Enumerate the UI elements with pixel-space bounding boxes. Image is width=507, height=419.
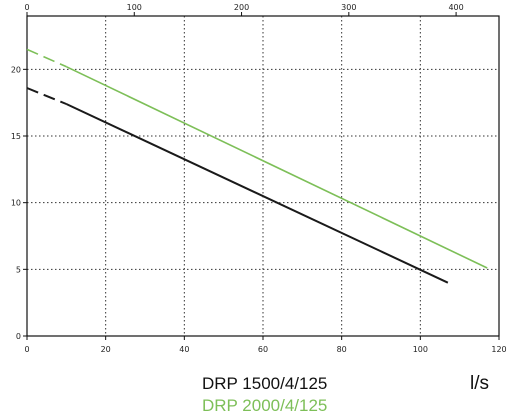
y-tick-label: 20 bbox=[11, 65, 21, 74]
y-tick-label: 10 bbox=[11, 199, 21, 208]
top-tick-label: 0 bbox=[24, 3, 29, 12]
legend-drp-1500: DRP 1500/4/125 bbox=[202, 374, 328, 393]
y-tick-label: 0 bbox=[16, 332, 21, 341]
legend-drp-2000: DRP 2000/4/125 bbox=[202, 396, 328, 415]
series-solid-drp-2000-4-125 bbox=[65, 65, 488, 269]
x-tick-label: 100 bbox=[413, 345, 428, 354]
x-unit-label: l/s bbox=[470, 373, 489, 394]
top-tick-label: 200 bbox=[234, 3, 249, 12]
grid bbox=[27, 16, 499, 336]
x-tick-label: 0 bbox=[24, 345, 29, 354]
series-solid-drp-1500-4-125 bbox=[65, 103, 449, 284]
y-tick-label: 15 bbox=[11, 132, 21, 141]
top-tick-label: 400 bbox=[448, 3, 463, 12]
x-tick-label: 60 bbox=[258, 345, 268, 354]
x-tick-label: 20 bbox=[101, 345, 111, 354]
series-dashed-drp-1500-4-125 bbox=[26, 87, 67, 105]
series-lines bbox=[26, 48, 488, 284]
y-tick-label: 5 bbox=[16, 265, 21, 274]
series-dashed-drp-2000-4-125 bbox=[26, 48, 67, 68]
top-tick-label: 100 bbox=[127, 3, 142, 12]
x-tick-label: 40 bbox=[179, 345, 189, 354]
x-tick-label: 120 bbox=[491, 345, 506, 354]
top-tick-label: 300 bbox=[341, 3, 356, 12]
x-tick-label: 80 bbox=[337, 345, 347, 354]
